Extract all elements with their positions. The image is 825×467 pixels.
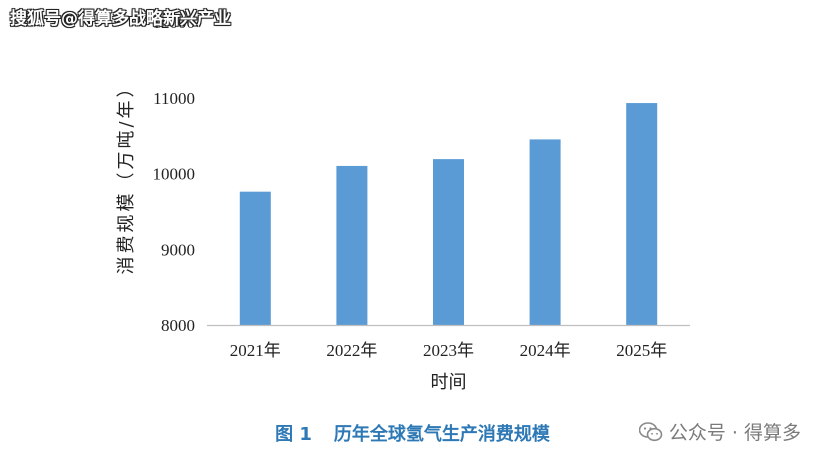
y-tick-label: 8000 [161,316,195,335]
caption-title: 历年全球氢气生产消费规模 [333,424,550,445]
caption-number: 图 1 [275,424,312,445]
x-tick-label: 2024年 [520,341,571,360]
y-tick-label: 10000 [153,165,196,184]
watermark-text: 搜狐号@得算多战略新兴产业 [10,9,231,29]
wechat-icon [638,421,663,441]
brand-text: 公众号 · 得算多 [668,422,801,444]
x-tick-label: 2021年 [230,341,281,360]
x-tick-label: 2022年 [326,341,377,360]
x-axis-title: 时间 [431,372,467,393]
y-tick-label: 9000 [161,240,195,259]
bar-2023年 [433,159,464,325]
bars-group [239,103,658,326]
figure-caption: 图 1 历年全球氢气生产消费规模 [0,420,825,446]
y-tick-label: 11000 [153,89,195,108]
bar-2022年 [336,165,368,325]
y-tick-label: 12000 [153,13,196,32]
bar-2025年 [626,103,658,326]
x-tick-labels: 2021年 2022年 2023年 2024年 2025年 [230,341,667,360]
bar-2021年 [239,191,271,325]
bar-2024年 [529,139,561,325]
x-tick-label: 2023年 [423,341,474,360]
y-axis-title: 消费规模（万吨/年） [116,76,137,274]
x-tick-label: 2025年 [616,341,667,360]
y-tick-labels: 8000 9000 10000 11000 12000 [153,13,196,335]
brand-label: 公众号 · 得算多 [638,418,801,445]
